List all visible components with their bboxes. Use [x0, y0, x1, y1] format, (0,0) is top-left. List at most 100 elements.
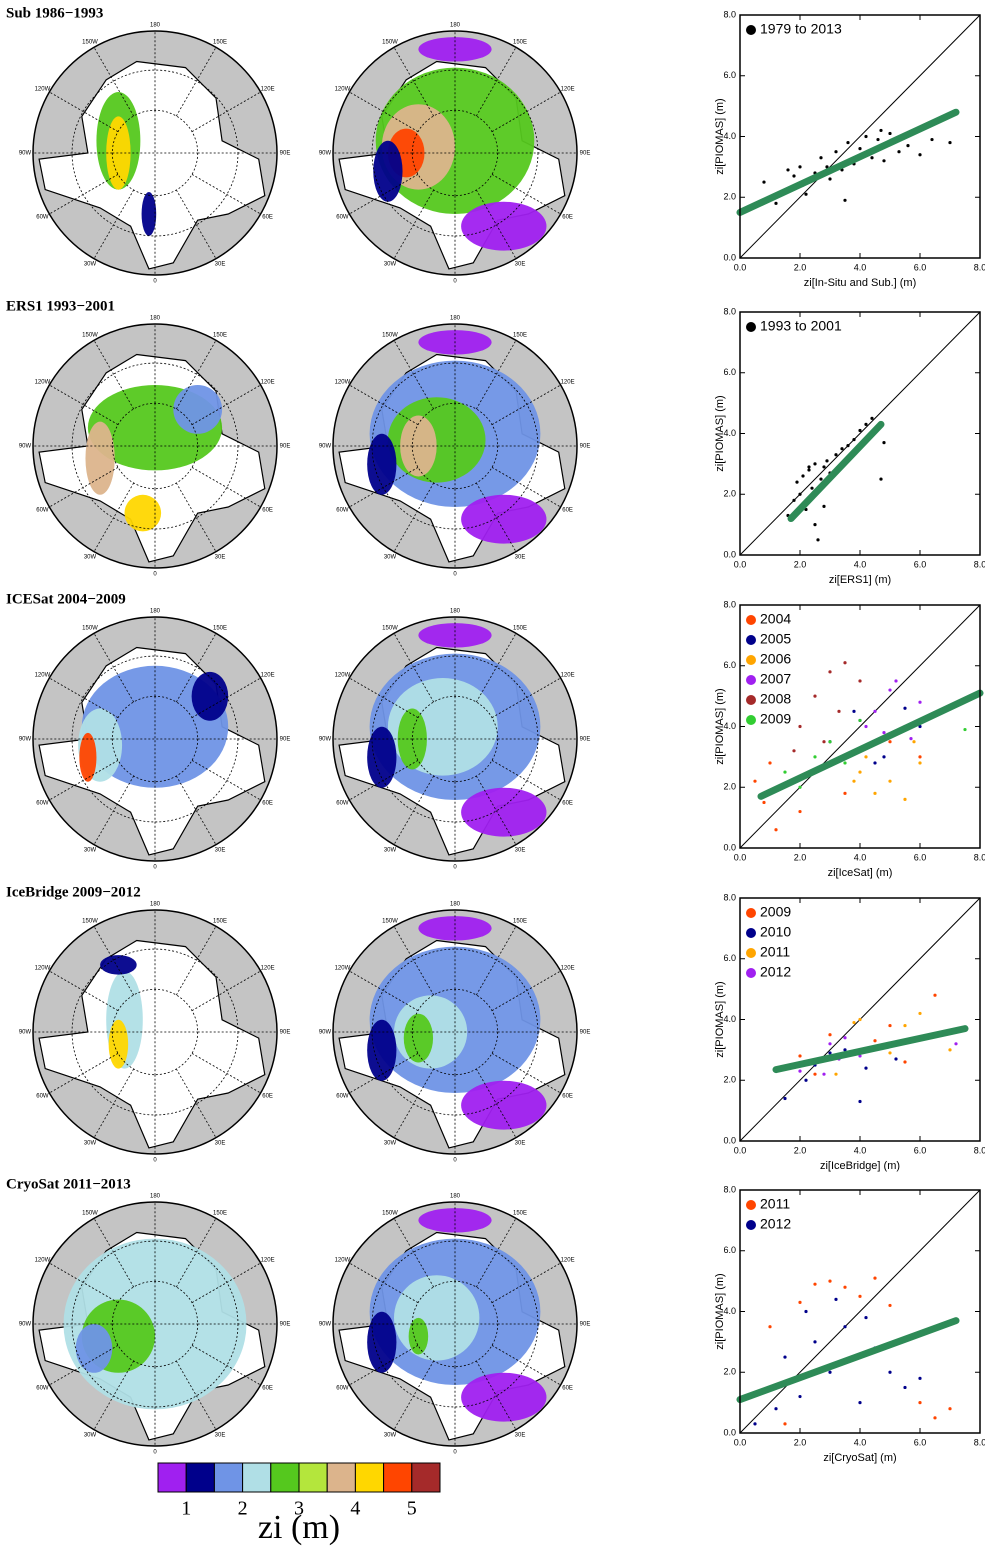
scatter-point: [825, 165, 829, 169]
meridian: [93, 926, 134, 996]
map-label: 120E: [261, 380, 275, 386]
scatter-point: [828, 1370, 832, 1374]
map-outline: [332, 616, 578, 862]
scatter-point: [918, 724, 922, 729]
ice-field: [106, 116, 131, 190]
meridian: [176, 1218, 217, 1288]
scatter-point: [864, 1066, 868, 1070]
map-label: 30E: [215, 554, 226, 560]
scatter-point: [792, 749, 796, 753]
meridian: [393, 340, 434, 410]
ice-field: [461, 494, 547, 544]
map-label: 90W: [19, 1322, 32, 1328]
x-tick-label: 2.0: [794, 262, 807, 272]
scatter-point: [843, 1285, 847, 1289]
scatter-point: [858, 718, 862, 723]
map-label: 90E: [580, 1322, 591, 1328]
ice-field: [461, 1080, 547, 1130]
ocean: [38, 60, 266, 270]
scatter-point: [840, 447, 844, 451]
map-label: 60E: [262, 801, 273, 807]
scatter-point: [834, 1297, 838, 1301]
meridian: [393, 1360, 434, 1430]
ice-field: [373, 140, 403, 202]
scatter-point: [858, 1099, 862, 1104]
map-label: 30W: [384, 1432, 397, 1438]
x-tick-label: 0.0: [734, 559, 747, 569]
map-label: 0: [153, 1450, 157, 1456]
scatter-point: [783, 1355, 787, 1359]
map-label: 30W: [384, 554, 397, 560]
meridian: [476, 1218, 517, 1288]
polar-map: 180 150W 120W 90W 60W 30W 0 30E 60E 90E 120E 150E: [319, 902, 591, 1164]
scatter-point: [852, 779, 856, 783]
x-axis-label: zi[In-Situ and Sub.] (m): [804, 277, 917, 289]
scatter-point: [783, 1422, 787, 1426]
map-outline: [332, 1201, 578, 1447]
map-label: 150W: [382, 919, 398, 925]
meridian: [393, 926, 434, 996]
meridian: [393, 633, 434, 703]
ice-field: [75, 1324, 113, 1373]
x-tick-label: 8.0: [974, 852, 985, 862]
polar-map: 180 150W 120W 90W 60W 30W 0 30E 60E 90E 120E 150E: [19, 902, 291, 1164]
ice-field: [367, 433, 397, 495]
map-label: 60E: [562, 1094, 573, 1100]
scatter-point: [879, 477, 883, 481]
scatter-point: [828, 1051, 832, 1055]
scatter-point: [810, 486, 814, 490]
map-outline: [32, 30, 278, 276]
map-label: 150E: [513, 919, 527, 925]
map-label: 90E: [280, 737, 291, 743]
map-label: 120E: [561, 1258, 575, 1264]
polar-map: 180 150W 120W 90W 60W 30W 0 30E 60E 90E 120E 150E: [19, 1194, 291, 1456]
scatter-point: [864, 134, 868, 139]
scatter-point: [888, 688, 892, 692]
map-label: 180: [150, 609, 161, 615]
x-tick-label: 8.0: [974, 559, 985, 569]
y-tick-label: 4.0: [723, 721, 736, 731]
map-label: 150W: [382, 626, 398, 632]
scatter-point: [828, 1279, 832, 1283]
scatter-point: [858, 1294, 862, 1298]
meridian: [393, 482, 434, 552]
scatter-point: [858, 1017, 862, 1022]
map-body: [333, 617, 577, 861]
map-label: 60E: [262, 508, 273, 514]
ice-field: [367, 1311, 397, 1373]
meridian: [393, 1068, 434, 1138]
y-tick-label: 2.0: [723, 489, 736, 499]
scatter-point: [882, 755, 886, 759]
meridian: [176, 775, 217, 845]
y-tick-label: 0.0: [723, 1135, 736, 1145]
colorbar-cell: [185, 1462, 215, 1493]
map-label: 0: [453, 865, 457, 871]
meridian: [491, 467, 561, 508]
map-label: 90E: [280, 1322, 291, 1328]
map-label: 30W: [384, 1140, 397, 1146]
scatter-point: [903, 1385, 907, 1390]
map-label: 150W: [382, 1211, 398, 1217]
map-outline: [32, 909, 278, 1155]
legend-label: 1993 to 2001: [760, 318, 842, 334]
scatter-point: [804, 1309, 808, 1314]
meridian: [176, 340, 217, 410]
map-label: 120E: [261, 966, 275, 972]
scatter-point: [825, 459, 829, 463]
scatter-point: [933, 993, 937, 997]
polar-map: 180 150W 120W 90W 60W 30W 0 30E 60E 90E 120E 150E: [319, 316, 591, 578]
map-outline: [32, 323, 278, 569]
one-to-one-line: [739, 14, 981, 259]
scatter-point: [912, 740, 916, 744]
meridian: [176, 926, 217, 996]
scatter-point: [843, 198, 847, 202]
meridian: [93, 482, 134, 552]
meridian: [476, 926, 517, 996]
meridian: [191, 174, 261, 215]
y-tick-label: 2.0: [723, 782, 736, 792]
legend-label: 2008: [760, 691, 791, 707]
legend-label: 2011: [760, 1196, 790, 1212]
map-label: 150E: [213, 626, 227, 632]
one-to-one-line: [739, 311, 981, 556]
meridian: [476, 47, 517, 117]
